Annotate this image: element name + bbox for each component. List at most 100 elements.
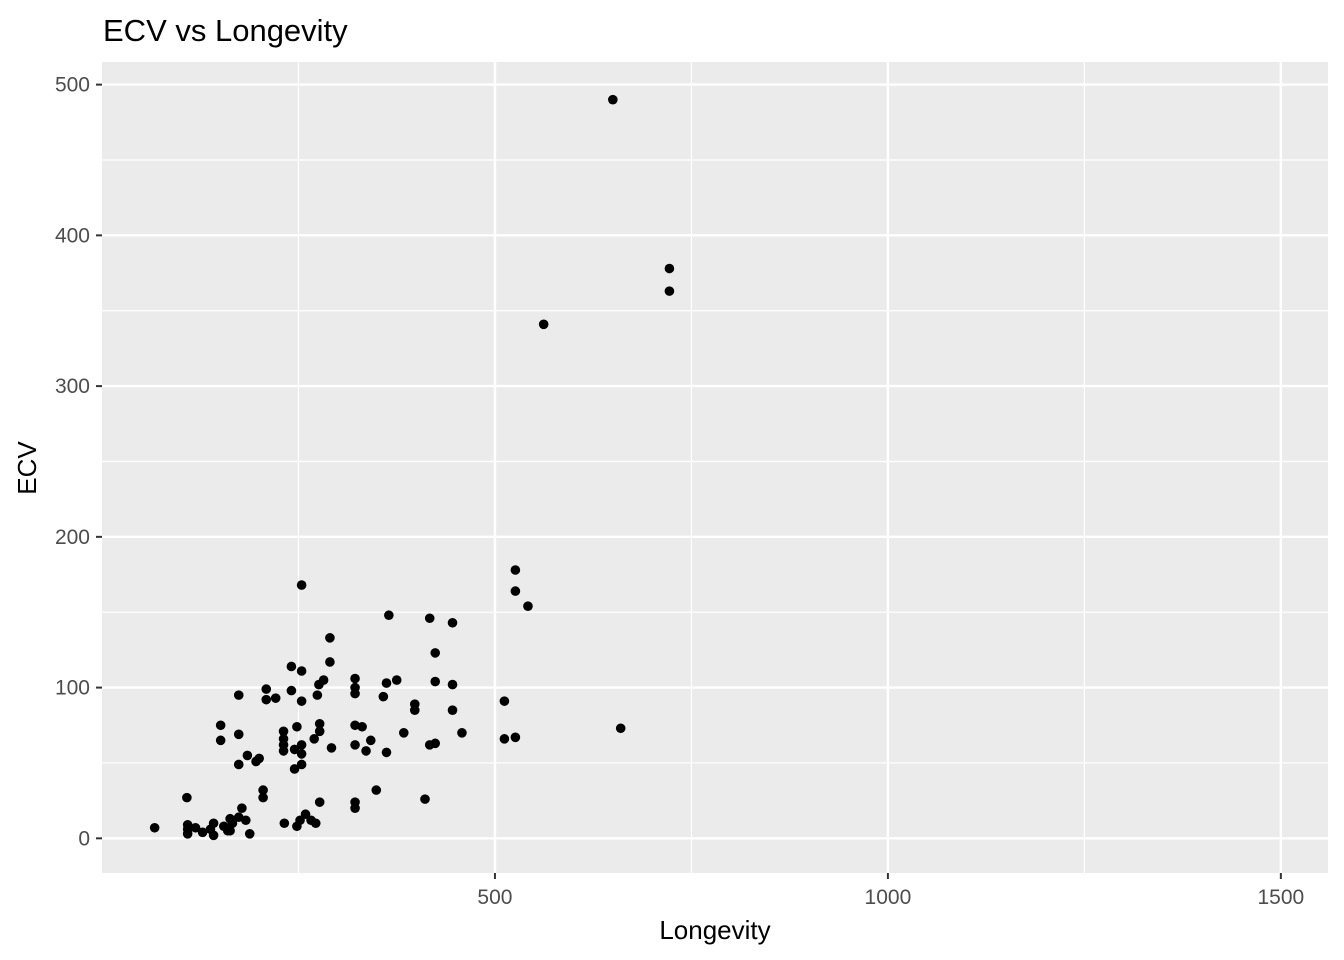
- scatter-point: [384, 610, 394, 621]
- scatter-point: [499, 734, 510, 744]
- scatter-point: [279, 818, 290, 829]
- scatter-point: [296, 666, 307, 676]
- scatter-point: [350, 740, 360, 750]
- scatter-point: [286, 661, 297, 672]
- scatter-point: [664, 286, 675, 296]
- scatter-point: [254, 753, 264, 764]
- x-axis-title: Longevity: [659, 915, 770, 945]
- scatter-point: [381, 747, 392, 758]
- scatter-point: [270, 693, 281, 703]
- scatter-point: [215, 720, 226, 731]
- scatter-point: [430, 648, 441, 658]
- scatter-point: [208, 830, 219, 841]
- y-tick-label: 500: [55, 74, 90, 97]
- scatter-point: [244, 829, 255, 839]
- scatter-point: [233, 759, 244, 770]
- scatter-point: [292, 721, 302, 732]
- scatter-point: [510, 586, 521, 596]
- plot-panel: [102, 62, 1328, 873]
- y-tick-label: 400: [55, 224, 90, 247]
- scatter-point: [225, 825, 235, 836]
- scatter-point: [398, 728, 409, 738]
- scatter-point: [424, 613, 435, 624]
- chart-title: ECV vs Longevity: [103, 13, 348, 48]
- scatter-point: [457, 728, 467, 738]
- scatter-point: [296, 740, 307, 750]
- scatter-point: [286, 685, 297, 696]
- scatter-point: [391, 675, 402, 685]
- scatter-point: [357, 721, 367, 732]
- scatter-point: [409, 705, 420, 715]
- scatter-point: [523, 601, 533, 611]
- scatter-point: [233, 690, 244, 700]
- scatter-point: [430, 676, 441, 687]
- scatter-point: [350, 803, 360, 813]
- scatter-point: [365, 735, 376, 746]
- scatter-point: [608, 94, 618, 105]
- scatter-point: [261, 694, 272, 705]
- y-tick-label: 200: [55, 526, 90, 549]
- scatter-point: [326, 743, 337, 753]
- y-axis-title: ECV: [12, 441, 42, 495]
- scatter-point: [510, 565, 521, 575]
- scatter-point: [309, 734, 319, 744]
- scatter-point: [314, 718, 325, 729]
- scatter-point: [237, 803, 247, 813]
- scatter-point: [350, 673, 360, 684]
- scatter-point: [538, 319, 549, 330]
- y-tick-label: 300: [55, 375, 90, 398]
- scatter-point: [242, 750, 253, 761]
- scatter-point: [208, 818, 219, 829]
- scatter-point: [510, 732, 521, 743]
- x-axis: 500 1000 1500: [477, 873, 1304, 909]
- points-layer: [149, 94, 675, 841]
- scatter-point: [278, 746, 289, 756]
- scatter-point: [381, 678, 392, 688]
- scatter-point: [615, 723, 626, 734]
- scatter-point: [312, 690, 323, 700]
- scatter-point: [278, 726, 289, 737]
- scatter-point: [361, 746, 371, 756]
- scatter-point: [318, 675, 329, 685]
- y-tick-label: 100: [55, 677, 90, 700]
- y-axis: 0 100 200 300 400 500: [55, 74, 102, 850]
- scatter-point: [430, 738, 441, 749]
- scatter-point: [296, 749, 307, 759]
- scatter-point: [378, 691, 389, 702]
- scatter-point: [197, 827, 208, 838]
- scatter-point: [499, 696, 510, 706]
- scatter-point: [227, 818, 238, 829]
- scatter-point: [233, 729, 244, 740]
- scatter-point: [371, 785, 382, 795]
- scatter-point: [289, 764, 300, 774]
- y-tick-label: 0: [78, 827, 90, 850]
- scatter-point: [447, 705, 458, 715]
- scatter-point: [314, 797, 325, 807]
- grid-major: [102, 62, 1328, 873]
- scatter-point: [241, 815, 251, 826]
- scatter-point: [289, 744, 300, 755]
- scatter-point: [296, 696, 307, 706]
- scatter-point: [258, 785, 268, 795]
- grid-minor: [102, 62, 1328, 873]
- scatter-point: [149, 822, 160, 833]
- scatter-point: [261, 684, 272, 694]
- scatter-point: [296, 759, 307, 770]
- scatter-point: [325, 657, 335, 667]
- scatter-point: [258, 792, 268, 803]
- x-tick-label: 500: [477, 886, 512, 909]
- scatter-point: [447, 679, 458, 690]
- scatter-point: [310, 818, 321, 829]
- scatter-point: [182, 792, 192, 803]
- scatter-point: [664, 263, 675, 274]
- scatter-point: [296, 580, 307, 590]
- scatter-point: [350, 688, 360, 699]
- x-tick-label: 1500: [1257, 886, 1304, 909]
- scatter-point: [325, 633, 335, 643]
- x-tick-label: 1000: [865, 886, 912, 909]
- scatter-point: [215, 735, 226, 746]
- scatter-point: [190, 822, 201, 833]
- scatter-point: [314, 726, 325, 737]
- scatter-point: [447, 617, 458, 628]
